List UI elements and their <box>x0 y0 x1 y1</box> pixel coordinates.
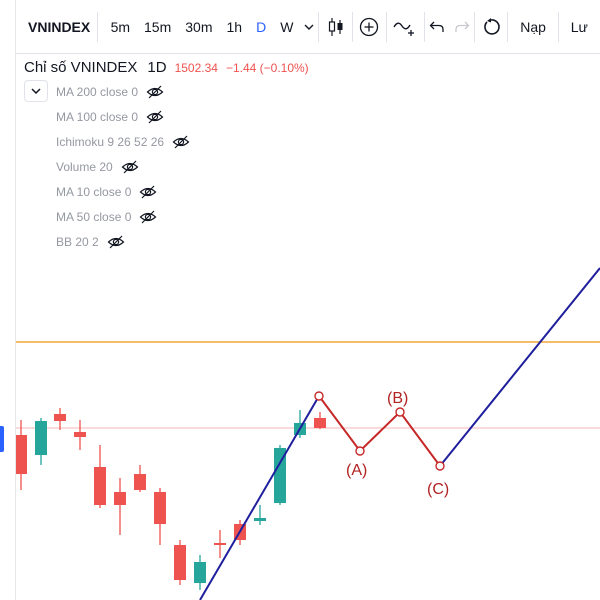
candle <box>54 408 66 430</box>
eye-off-icon[interactable] <box>139 208 157 226</box>
eye-off-icon[interactable] <box>146 83 164 101</box>
candle-body <box>194 562 206 583</box>
candle <box>274 445 286 505</box>
wave-point <box>314 391 324 401</box>
candle <box>114 478 126 535</box>
candle-body <box>35 421 47 455</box>
indicator-row[interactable]: MA 50 close 0 <box>56 208 157 226</box>
wave-label-b: (B) <box>387 390 408 407</box>
reset-icon[interactable] <box>475 0 508 54</box>
abc-wave-path <box>318 395 441 467</box>
toolbar-divider <box>385 11 387 42</box>
left-drawing-strip <box>0 0 16 600</box>
timeframe-15m[interactable]: 15m <box>144 18 172 35</box>
toolbar-divider <box>557 11 559 42</box>
indicator-label: MA 100 close 0 <box>56 110 139 124</box>
candle-body <box>16 435 27 474</box>
timeframe-30m[interactable]: 30m <box>185 18 213 35</box>
eye-off-icon[interactable] <box>107 233 125 251</box>
undo-icon[interactable] <box>425 0 450 54</box>
add-indicator-icon[interactable] <box>353 0 386 54</box>
candle-body <box>54 414 66 421</box>
indicator-label: MA 50 close 0 <box>56 210 132 224</box>
indicator-label: Volume 20 <box>56 160 113 174</box>
candle <box>74 420 86 450</box>
indicator-label: MA 200 close 0 <box>56 85 139 99</box>
candles-icon[interactable] <box>319 0 352 54</box>
indicator-row[interactable]: MA 200 close 0 <box>56 83 164 101</box>
candle-body <box>274 448 286 503</box>
chevron-down-icon <box>31 88 41 94</box>
candle-body <box>174 545 186 580</box>
candle-body <box>254 518 266 521</box>
candle <box>314 412 326 429</box>
toolbar-divider <box>473 11 475 42</box>
timeframe-w[interactable]: W <box>280 18 294 35</box>
timeframe-5m[interactable]: 5m <box>110 18 131 35</box>
indicator-row[interactable]: MA 100 close 0 <box>56 108 164 126</box>
timeframe-1h[interactable]: 1h <box>226 18 243 35</box>
toolbar-divider <box>423 11 425 42</box>
toolbar-divider <box>351 11 353 42</box>
candle <box>134 465 146 492</box>
candle-body <box>94 467 106 505</box>
indicator-row[interactable]: Ichimoku 9 26 52 26 <box>56 133 190 151</box>
series-timeframe: 1D <box>147 59 167 76</box>
top-toolbar: VNINDEX 5m 15m 30m 1h D W Nạp Lư <box>16 0 600 54</box>
nap-button[interactable]: Nạp <box>520 18 546 35</box>
chevron-down-icon[interactable] <box>300 0 318 54</box>
candle <box>154 488 166 545</box>
wave-point <box>395 407 405 417</box>
redo-icon[interactable] <box>449 0 474 54</box>
candle <box>16 420 27 490</box>
series-name: Chỉ số VNINDEX <box>24 59 138 76</box>
series-change: −1.44 (−0.10%) <box>225 61 309 75</box>
timeframe-d[interactable]: D <box>256 18 267 35</box>
eye-off-icon[interactable] <box>146 108 164 126</box>
price-scale-marker[interactable] <box>0 426 4 452</box>
eye-off-icon[interactable] <box>139 183 157 201</box>
candle <box>174 540 186 585</box>
wave-label-a: (A) <box>346 462 367 479</box>
indicator-label: Ichimoku 9 26 52 26 <box>56 135 165 149</box>
wave-point <box>435 461 445 471</box>
indicator-row[interactable]: MA 10 close 0 <box>56 183 157 201</box>
series-legend: Chỉ số VNINDEX 1D 1502.34 −1.44 (−0.10%) <box>24 59 309 76</box>
symbol-search-button[interactable]: VNINDEX <box>28 18 91 35</box>
save-button[interactable]: Lư <box>570 18 588 35</box>
indicator-row[interactable]: BB 20 2 <box>56 233 125 251</box>
toolbar-divider <box>96 11 98 42</box>
candle-body <box>74 432 86 437</box>
trendline-1 <box>199 395 320 600</box>
indicator-label: BB 20 2 <box>56 235 99 249</box>
candle-body <box>154 492 166 524</box>
toolbar-divider <box>507 11 509 42</box>
series-price: 1502.34 <box>174 61 218 75</box>
candle <box>254 505 266 525</box>
legend-collapse-button[interactable] <box>24 80 48 102</box>
compare-symbol-icon[interactable] <box>386 0 424 54</box>
candles-group <box>16 408 326 590</box>
candle-body <box>114 492 126 505</box>
candle <box>194 555 206 590</box>
eye-off-icon[interactable] <box>172 133 190 151</box>
candle <box>94 445 106 508</box>
indicator-label: MA 10 close 0 <box>56 185 132 199</box>
price-chart[interactable]: (A) (B) (C) <box>16 55 600 600</box>
candle-body <box>214 543 226 545</box>
wave-point <box>355 446 365 456</box>
candle-body <box>314 418 326 428</box>
timeframe-group: 5m 15m 30m 1h D W <box>98 0 301 54</box>
toolbar-divider <box>318 11 320 42</box>
candle <box>35 418 47 465</box>
wave-label-c: (C) <box>427 481 449 498</box>
trendline-2 <box>439 267 600 467</box>
eye-off-icon[interactable] <box>121 158 139 176</box>
candle <box>214 530 226 558</box>
indicator-row[interactable]: Volume 20 <box>56 158 139 176</box>
candle-body <box>134 474 146 490</box>
